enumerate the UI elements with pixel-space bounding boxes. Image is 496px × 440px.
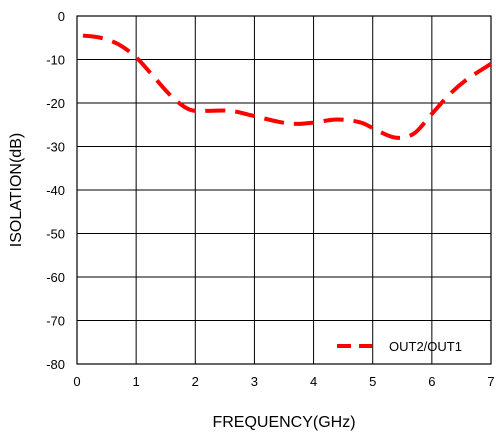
y-tick-label: -80 [46,357,65,372]
series-layer [82,33,493,140]
legend-label-out2-out1: OUT2/OUT1 [389,339,462,354]
x-tick-label: 0 [73,374,80,389]
x-tick-label: 6 [428,374,435,389]
x-tick-label: 3 [251,374,258,389]
y-tick-label: 0 [58,9,65,24]
x-axis-title: FREQUENCY(GHz) [212,414,355,431]
y-tick-label: -70 [46,314,65,329]
series-line-out2-out1 [82,33,493,140]
y-tick-label: -10 [46,53,65,68]
x-tick-label: 1 [133,374,140,389]
y-tick-label: -40 [46,183,65,198]
y-tick-label: -20 [46,96,65,111]
x-tick-label: 4 [310,374,317,389]
y-axis-title: ISOLATION(dB) [8,133,25,247]
x-tick-label: 2 [192,374,199,389]
y-tick-label: -30 [46,140,65,155]
y-tick-label: -60 [46,270,65,285]
legend: OUT2/OUT1 [337,339,462,354]
x-tick-labels: 0 1 2 3 4 5 6 7 [73,374,494,389]
plot-frame [76,15,492,365]
y-tick-labels: 0 -10 -20 -30 -40 -50 -60 -70 -80 [46,9,65,372]
gridlines [76,15,492,365]
x-tick-label: 5 [369,374,376,389]
x-tick-label: 7 [487,374,494,389]
y-tick-label: -50 [46,227,65,242]
